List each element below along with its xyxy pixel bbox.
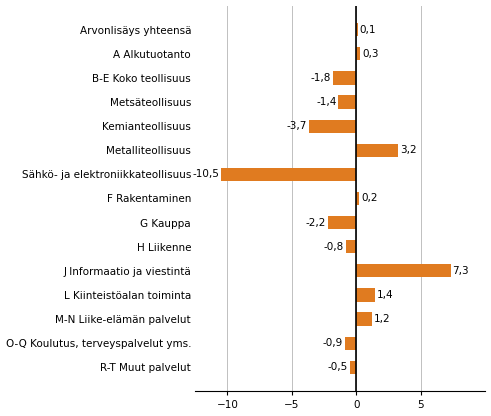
Bar (338, 95, 356, 109)
Text: 3,2: 3,2 (400, 145, 416, 155)
Bar (356, 47, 360, 60)
Bar (345, 337, 356, 350)
Bar (333, 71, 356, 84)
Text: 7,3: 7,3 (453, 266, 469, 276)
Text: -10,5: -10,5 (192, 169, 219, 179)
Text: 1,2: 1,2 (374, 314, 390, 324)
Bar (350, 361, 356, 374)
Text: 0,3: 0,3 (362, 49, 379, 59)
Bar (356, 312, 372, 326)
Bar (356, 264, 451, 277)
Text: -0,8: -0,8 (324, 242, 344, 252)
Text: 1,4: 1,4 (377, 290, 393, 300)
Bar (346, 240, 356, 253)
Text: 0,2: 0,2 (361, 193, 378, 203)
Bar (221, 168, 356, 181)
Bar (328, 216, 356, 229)
Bar (309, 119, 356, 133)
Text: -1,4: -1,4 (316, 97, 336, 107)
Text: -0,9: -0,9 (323, 338, 343, 348)
Text: 0,1: 0,1 (360, 25, 376, 35)
Text: -0,5: -0,5 (328, 362, 348, 372)
Bar (356, 192, 359, 205)
Text: -2,2: -2,2 (306, 218, 326, 228)
Bar (356, 288, 375, 302)
Bar (356, 144, 398, 157)
Text: -1,8: -1,8 (311, 73, 331, 83)
Text: -3,7: -3,7 (286, 121, 307, 131)
Bar (356, 23, 358, 36)
